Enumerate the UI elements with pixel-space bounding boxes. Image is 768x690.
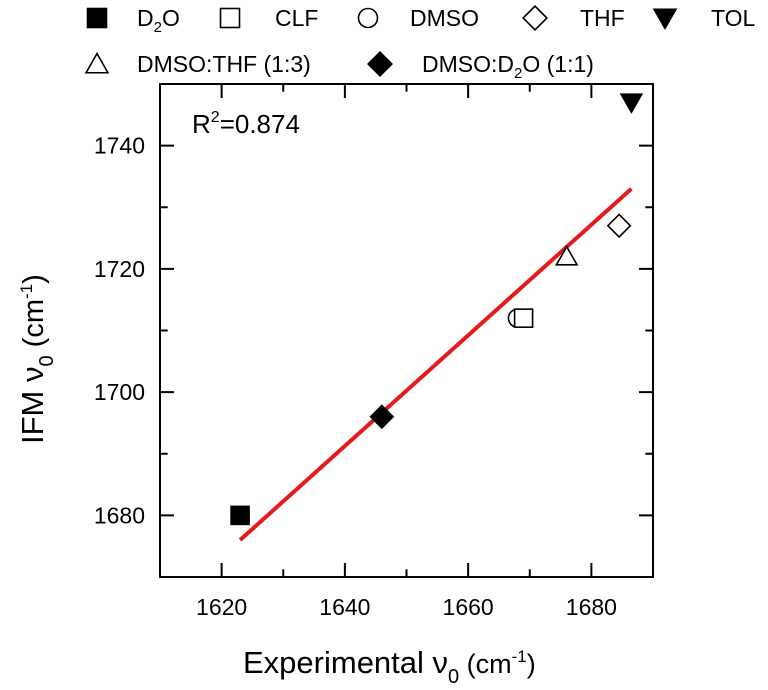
x-axis-title: Experimental ν0 (cm-1) <box>243 645 536 688</box>
y-tick-label: 1700 <box>94 379 145 405</box>
legend-label: DMSO <box>410 5 479 31</box>
data-point <box>369 404 395 430</box>
x-tick-label: 1680 <box>566 594 617 620</box>
plot-frame <box>159 83 654 578</box>
legend-label: CLF <box>275 5 318 31</box>
legend-marker <box>357 7 379 29</box>
legend-marker <box>84 52 110 74</box>
data-point <box>619 93 644 114</box>
legend: D2O CLF DMSO THF TOL DMSO:THF (1:3) DMSO:D2O (… <box>84 4 756 82</box>
y-tick-label: 1680 <box>94 502 145 528</box>
r-squared-annotation: R2=0.874 <box>192 109 300 139</box>
x-tick-label: 1640 <box>319 594 370 620</box>
legend-label: TOL <box>711 5 756 31</box>
data-point <box>513 308 534 328</box>
legend-marker <box>652 8 678 30</box>
legend-marker <box>86 7 108 29</box>
legend-label: DMSO:THF (1:3) <box>137 51 311 77</box>
data-point <box>606 213 632 239</box>
data-point <box>230 505 250 526</box>
legend-marker <box>521 4 549 32</box>
axes: 1620 1640 1660 1680 1680 1700 1720 1740 <box>94 83 654 620</box>
legend-label: D2O <box>137 5 180 36</box>
legend-label: THF <box>580 5 625 31</box>
y-tick-label: 1740 <box>94 133 145 159</box>
data-point <box>554 245 579 266</box>
x-tick-label: 1620 <box>196 594 247 620</box>
legend-marker <box>366 50 394 78</box>
data-points <box>230 93 644 526</box>
legend-label: DMSO:D2O (1:1) <box>422 51 594 82</box>
legend-marker <box>219 7 241 29</box>
y-axis-title: IFM ν0 (cm-1) <box>15 274 58 444</box>
y-tick-label: 1720 <box>94 256 145 282</box>
x-tick-label: 1660 <box>443 594 494 620</box>
fit-line <box>238 187 633 542</box>
